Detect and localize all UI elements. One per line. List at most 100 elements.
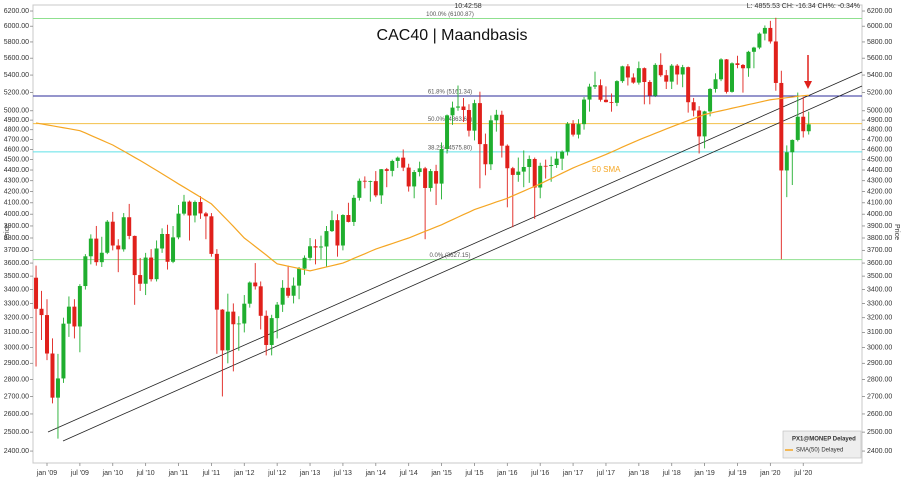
candle-body <box>499 114 504 146</box>
candle-body <box>368 181 373 182</box>
candle-body <box>697 110 702 137</box>
x-tick-label: jul '14 <box>399 470 418 477</box>
candle-body <box>532 158 537 188</box>
candle-body <box>806 124 811 132</box>
fib-label: 61.8% (5161.34) <box>428 90 472 96</box>
candle-body <box>428 171 433 188</box>
candle-body <box>88 238 93 257</box>
y2-axis-label: Price <box>893 224 900 240</box>
candle-body <box>593 85 597 87</box>
candle-body <box>275 304 280 319</box>
trendline <box>47 71 863 433</box>
x-tick-label: jan '13 <box>299 470 321 477</box>
candle-body <box>472 103 477 131</box>
candle-body <box>483 144 488 165</box>
candle-body <box>138 275 143 284</box>
y-tick-label: 3300.00 <box>4 300 29 307</box>
x-tick-label: jan '16 <box>496 470 518 477</box>
candle-body <box>762 27 767 34</box>
candle-body <box>505 145 510 169</box>
y2-tick-label: 4500.00 <box>867 156 892 163</box>
candle-body <box>127 217 132 236</box>
x-tick-label: jan '15 <box>430 470 452 477</box>
candle-body <box>231 311 236 325</box>
candle-body <box>516 171 521 175</box>
candle-body <box>203 213 208 217</box>
candle-body <box>329 220 334 232</box>
candle-body <box>192 201 197 216</box>
candle-body <box>105 221 110 253</box>
y2-tick-label: 4900.00 <box>867 117 892 124</box>
candle-body <box>620 66 625 82</box>
candle-body <box>779 82 784 171</box>
fib-label: 50.0% (4863.62) <box>428 117 472 123</box>
candle-body <box>61 323 66 379</box>
candle-body <box>225 311 230 351</box>
candle-body <box>357 180 362 198</box>
arrow <box>804 55 812 89</box>
candle-body <box>675 65 680 75</box>
y2-tick-label: 3300.00 <box>867 300 892 307</box>
candle-body <box>730 63 734 92</box>
candle-body <box>176 213 181 238</box>
candle-body <box>94 238 99 263</box>
candle-body <box>110 221 115 246</box>
y-tick-label: 2500.00 <box>4 429 29 436</box>
candle-body <box>691 102 696 111</box>
candle-body <box>719 59 724 80</box>
y-tick-label: 4900.00 <box>4 117 29 124</box>
x-tick-label: jan '17 <box>562 470 584 477</box>
candle-body <box>165 233 170 262</box>
x-tick-label: jan '19 <box>693 470 715 477</box>
candle-body <box>412 172 417 187</box>
y2-tick-label: 4200.00 <box>867 188 892 195</box>
y-axis-label: Price <box>4 224 11 240</box>
candle-body <box>390 160 395 171</box>
x-tick-label: jul '15 <box>464 470 483 477</box>
x-tick-label: jul '16 <box>530 470 549 477</box>
candle-body <box>631 77 636 83</box>
legend: PX1@MONEP Delayed SMA(50) Delayed <box>782 430 862 459</box>
candle-body <box>313 246 318 248</box>
y2-tick-label: 4600.00 <box>867 146 892 153</box>
trendlines <box>47 71 863 442</box>
candle-body <box>340 215 345 246</box>
legend-label: PX1@MONEP Delayed <box>792 437 856 443</box>
candle-body <box>510 168 515 175</box>
candle-body <box>66 306 71 324</box>
candle-body <box>434 171 439 184</box>
x-tick-label: jan '14 <box>365 470 387 477</box>
y2-tick-label: 5000.00 <box>867 108 892 115</box>
y-tick-label: 4100.00 <box>4 200 29 207</box>
candle-body <box>72 306 77 327</box>
candle-body <box>456 106 460 108</box>
candle-body <box>379 169 384 196</box>
y-tick-label: 2800.00 <box>4 376 29 383</box>
y-tick-label: 5000.00 <box>4 108 29 115</box>
y2-tick-label: 6200.00 <box>867 8 892 15</box>
x-tick-label: jul '09 <box>70 470 89 477</box>
candle-body <box>686 67 691 103</box>
candle-body <box>582 99 587 125</box>
candle-body <box>302 257 307 269</box>
y2-tick-label: 6000.00 <box>867 23 892 30</box>
candle-body <box>83 256 88 287</box>
candle-body <box>488 120 493 165</box>
candle-body <box>768 27 773 42</box>
y2-tick-label: 2700.00 <box>867 393 892 400</box>
y-tick-label: 6200.00 <box>4 8 29 15</box>
x-tick-label: jul '10 <box>136 470 155 477</box>
legend-box <box>782 430 862 459</box>
candle-body <box>445 115 450 150</box>
candle-body <box>565 123 570 152</box>
fib-label: 100.0% (6100.87) <box>426 12 474 18</box>
y2-tick-label: 3800.00 <box>867 235 892 242</box>
candle-body <box>253 282 258 287</box>
x-tick-label: jan '10 <box>102 470 124 477</box>
candle-body <box>160 233 165 249</box>
candle-body <box>45 315 49 354</box>
annotation: 50 SMA <box>592 165 621 174</box>
x-tick-label: jul '11 <box>202 470 221 477</box>
y-tick-label: 5200.00 <box>4 89 29 96</box>
